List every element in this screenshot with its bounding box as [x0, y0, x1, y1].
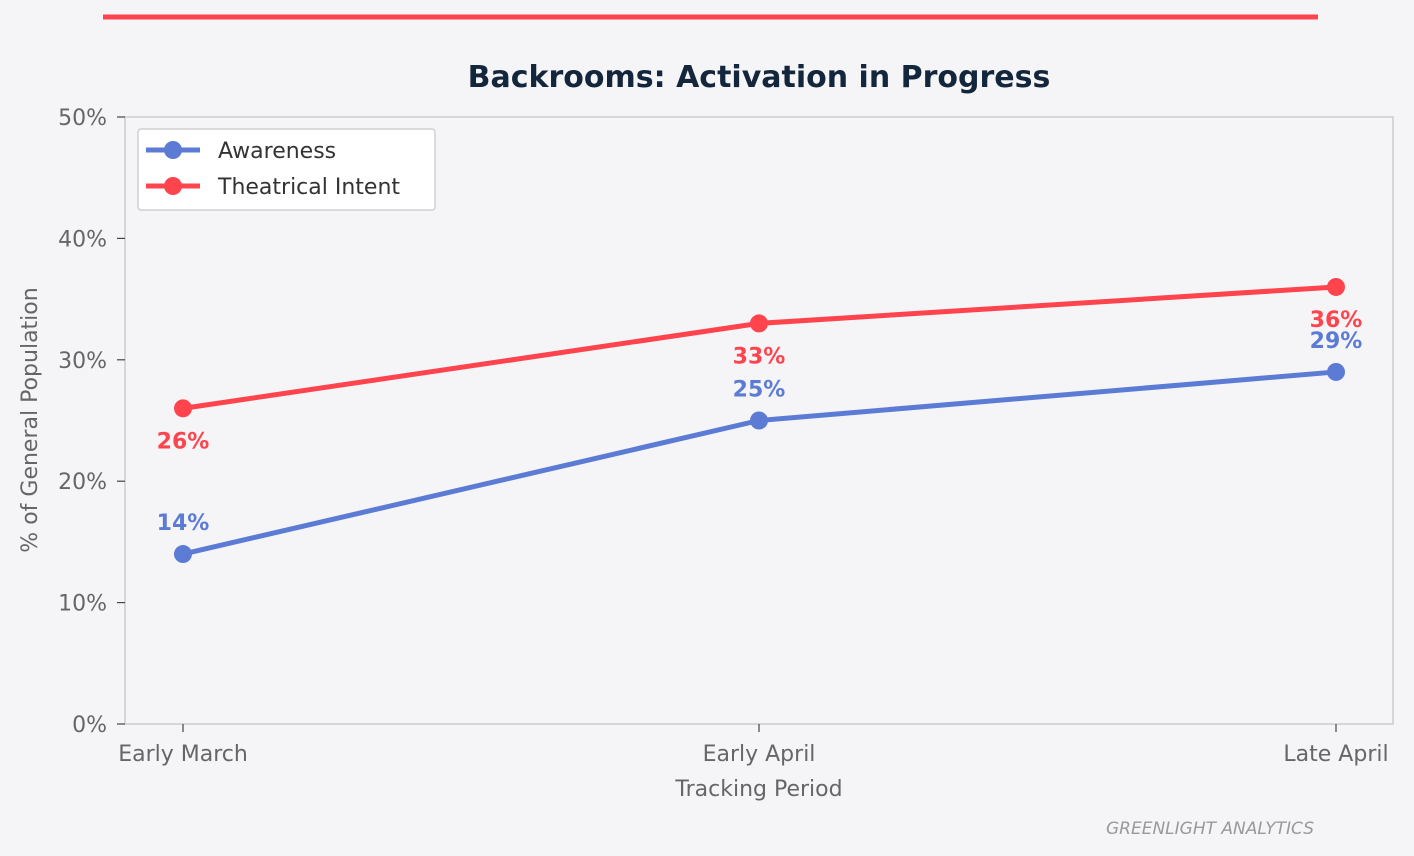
data-point	[1327, 362, 1345, 381]
legend-box	[137, 128, 436, 211]
y-tick-label: 0%	[72, 713, 107, 738]
data-label: 25%	[733, 378, 786, 403]
series-awareness: 14% 25% 29%	[157, 329, 1363, 564]
y-tick-label: 50%	[58, 106, 107, 131]
legend-item: Awareness	[146, 139, 336, 164]
data-label: 29%	[1310, 329, 1363, 354]
data-point	[750, 314, 768, 333]
data-label: 33%	[733, 344, 786, 369]
data-label: 26%	[157, 429, 210, 454]
x-tick-label: Late April	[1283, 742, 1388, 767]
x-tick-label: Early March	[118, 742, 248, 767]
legend-label: Theatrical Intent	[217, 175, 400, 200]
data-label: 14%	[157, 511, 210, 536]
data-point	[174, 545, 192, 564]
y-tick-label: 30%	[58, 349, 107, 374]
legend-swatch-marker	[164, 141, 182, 159]
x-axis: Early March Early April Late April	[118, 724, 1389, 767]
x-tick-label: Early April	[703, 742, 816, 767]
data-label: 36%	[1310, 308, 1363, 333]
data-point	[750, 411, 768, 430]
series-layer: 14% 25% 29% 26% 33% 36%	[157, 277, 1363, 564]
y-tick-label: 40%	[58, 227, 107, 252]
credit-text: GREENLIGHT ANALYTICS	[1106, 819, 1314, 839]
series-theatrical-intent: 26% 33% 36%	[157, 277, 1363, 454]
legend-swatch-marker	[164, 177, 182, 195]
data-point	[174, 399, 192, 418]
chart-title: Backrooms: Activation in Progress	[468, 60, 1051, 95]
y-tick-label: 20%	[58, 470, 107, 495]
legend-item: Theatrical Intent	[146, 175, 400, 200]
y-axis: 0% 10% 20% 30% 40% 50%	[58, 106, 125, 738]
data-point	[1327, 277, 1345, 296]
x-axis-title: Tracking Period	[674, 777, 842, 802]
legend-label: Awareness	[218, 139, 336, 164]
y-tick-label: 10%	[58, 592, 107, 617]
y-axis-title: % of General Population	[18, 287, 43, 552]
legend: Awareness Theatrical Intent	[137, 128, 436, 211]
